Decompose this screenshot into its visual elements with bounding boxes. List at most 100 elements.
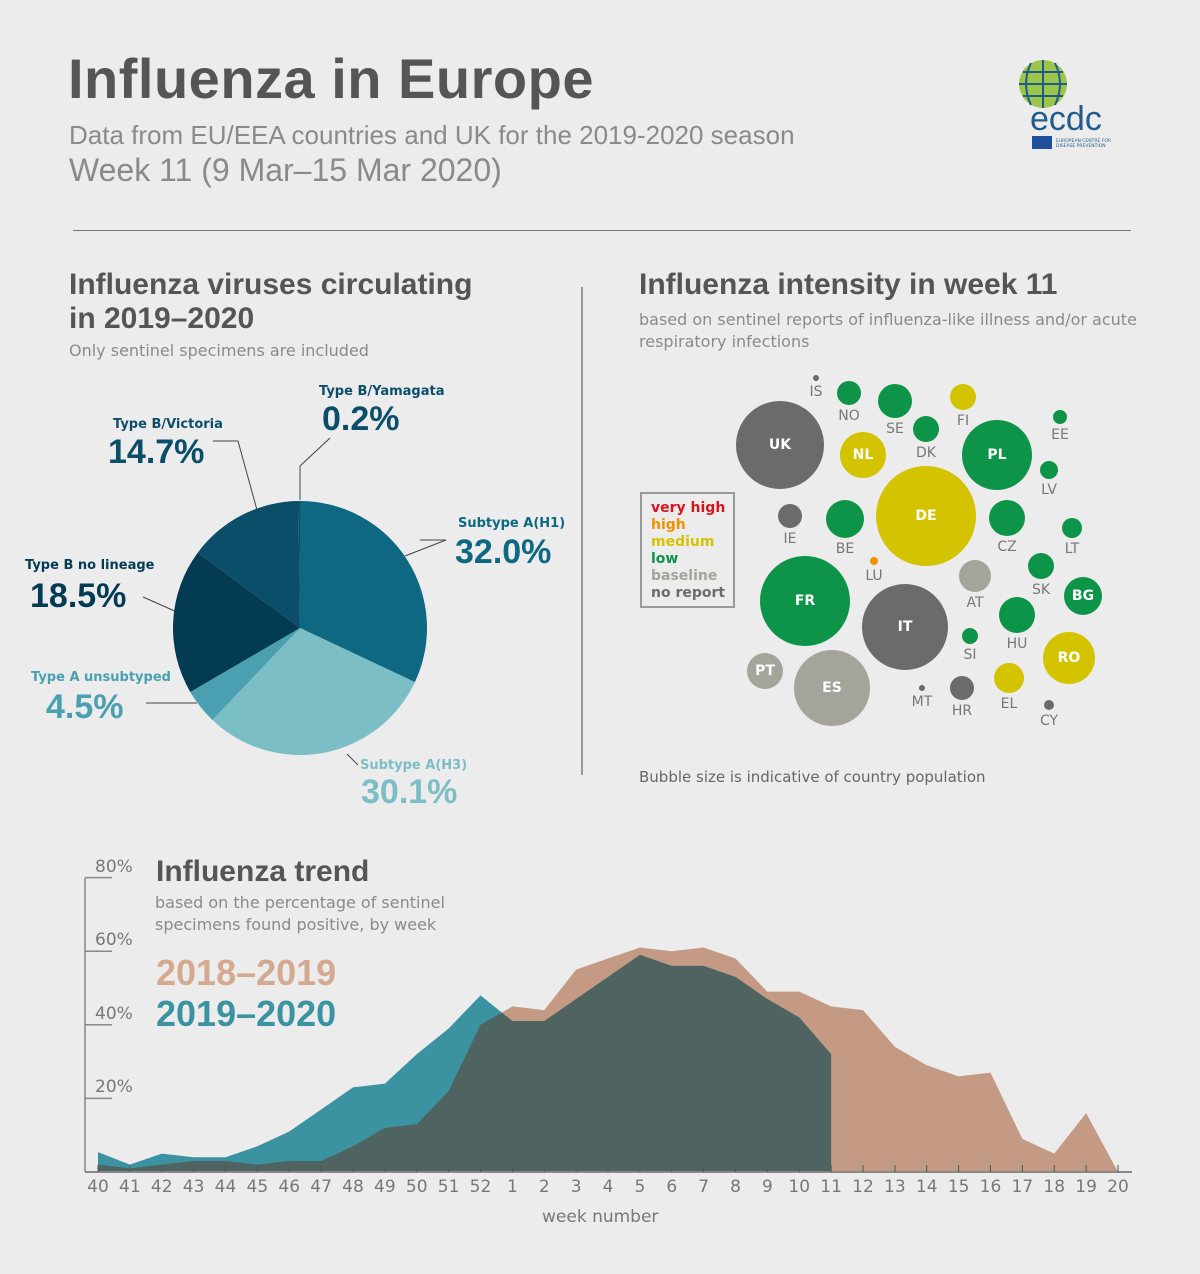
bubble-nl: NL — [840, 432, 886, 478]
pie-slice-0 — [300, 501, 427, 683]
x-tick-label: 48 — [342, 1177, 364, 1197]
bubble-dk — [913, 416, 939, 442]
x-tick-label: 41 — [119, 1177, 141, 1197]
pie-label: Subtype A(H3) — [360, 758, 468, 773]
country-code: CZ — [997, 539, 1017, 555]
pie-value: 32.0% — [455, 533, 552, 571]
x-tick-label: 49 — [374, 1177, 396, 1197]
bubble-hu — [999, 597, 1035, 633]
x-tick-label: 47 — [310, 1177, 332, 1197]
legend-2019-2020: 2019–2020 — [156, 993, 337, 1034]
bubble-de: DE — [876, 466, 976, 566]
pie-label: Type B/Yamagata — [319, 384, 445, 399]
x-tick-label: 15 — [947, 1177, 970, 1197]
pie-label: Type B/Victoria — [113, 417, 223, 432]
country-code: LU — [865, 568, 883, 584]
y-tick-label: 40% — [95, 1003, 133, 1024]
country-code: FI — [956, 413, 970, 429]
country-code: BE — [835, 541, 855, 557]
bubble-pt: PT — [747, 653, 783, 689]
bubble-ee — [1053, 410, 1067, 424]
country-code: SI — [963, 647, 977, 663]
bubble-se — [878, 384, 912, 418]
bubble-be — [826, 500, 864, 538]
country-code: BG — [1071, 588, 1095, 604]
country-code: PT — [755, 663, 775, 679]
x-tick-label: 44 — [214, 1177, 237, 1197]
pie-title: Influenza viruses circulating in 2019–20… — [69, 268, 473, 335]
pie-chart — [142, 437, 447, 766]
bubble-el — [994, 663, 1024, 693]
bubble-title: Influenza intensity in week 11 — [639, 268, 1058, 301]
trend-title: Influenza trend — [156, 855, 370, 888]
bubble-note: Bubble size is indicative of country pop… — [639, 768, 986, 786]
bubble-it: IT — [862, 584, 948, 670]
x-tick-label: 43 — [182, 1177, 205, 1197]
legend-item-medium: medium — [651, 534, 715, 550]
country-code: RO — [1057, 650, 1081, 666]
country-code: IE — [783, 531, 797, 547]
pie-label: Type A unsubtyped — [31, 670, 171, 685]
country-code: HR — [951, 703, 973, 719]
country-code: HU — [1006, 636, 1028, 652]
bubble-es: ES — [794, 650, 870, 726]
trend-subtitle: based on the percentage of sentinel spec… — [155, 893, 445, 934]
svg-text:DISEASE PREVENTION: DISEASE PREVENTION — [1056, 143, 1106, 149]
country-code: FR — [794, 593, 816, 609]
pie-slice-4 — [197, 501, 300, 628]
bubble-cz — [989, 500, 1025, 536]
pie-slice-3 — [173, 552, 300, 692]
bubble-mt — [919, 685, 925, 691]
x-tick-label: 46 — [278, 1177, 301, 1197]
x-tick-label: 45 — [246, 1177, 269, 1197]
bubble-bg: BG — [1064, 577, 1102, 615]
subtitle: Data from EU/EEA countries and UK for th… — [69, 120, 795, 150]
ecdc-logo: ecdc EUROPEAN CENTRE FOR DISEASE PREVENT… — [1008, 58, 1118, 158]
x-tick-label: 19 — [1075, 1177, 1097, 1197]
pie-value: 30.1% — [361, 773, 458, 811]
bubble-si — [962, 628, 978, 644]
legend-item-no_report: no report — [651, 585, 726, 601]
bubble-uk: UK — [736, 401, 824, 489]
divider-vertical — [581, 287, 583, 775]
legend-item-low: low — [651, 551, 679, 567]
country-code: IS — [809, 384, 823, 400]
pie-value: 0.2% — [322, 400, 400, 438]
x-tick-label: 18 — [1043, 1177, 1066, 1197]
bubble-lu — [870, 557, 878, 565]
country-code: AT — [966, 595, 984, 611]
country-code: PL — [987, 447, 1007, 463]
country-code: NL — [852, 447, 874, 463]
bubble-pl: PL — [962, 420, 1032, 490]
intensity-legend: very high high medium low baseline no report — [640, 492, 735, 608]
x-tick-label: 6 — [666, 1177, 678, 1197]
bubble-ie — [778, 504, 802, 528]
bubble-subtitle: based on sentinel reports of influenza-l… — [639, 310, 1137, 351]
x-tick-label: 52 — [469, 1177, 492, 1197]
y-tick-label: 20% — [95, 1077, 133, 1098]
pie-label: Type B no lineage — [25, 558, 155, 573]
pie-slice-2 — [190, 628, 300, 721]
x-tick-label: 5 — [634, 1177, 646, 1197]
bubble-sk — [1028, 553, 1054, 579]
pie-value: 4.5% — [46, 688, 124, 726]
bubble-fi — [950, 384, 976, 410]
x-tick-label: 2 — [538, 1177, 550, 1197]
x-tick-label: 7 — [698, 1177, 710, 1197]
y-tick-label: 60% — [95, 930, 133, 951]
country-code: EE — [1051, 427, 1069, 443]
pie-label: Subtype A(H1) — [458, 516, 566, 531]
svg-text:EUROPEAN CENTRE FOR: EUROPEAN CENTRE FOR — [1056, 138, 1111, 144]
x-tick-label: 9 — [761, 1177, 773, 1197]
bubble-no — [837, 381, 861, 405]
x-tick-label: 13 — [884, 1177, 906, 1197]
x-tick-label: 8 — [730, 1177, 741, 1197]
country-code: UK — [768, 437, 792, 453]
country-code: DK — [916, 445, 936, 461]
x-tick-label: 17 — [1011, 1177, 1034, 1197]
legend-item-baseline: baseline — [651, 568, 718, 584]
bubble-hr — [950, 676, 974, 700]
pie-slice-1 — [212, 628, 415, 755]
